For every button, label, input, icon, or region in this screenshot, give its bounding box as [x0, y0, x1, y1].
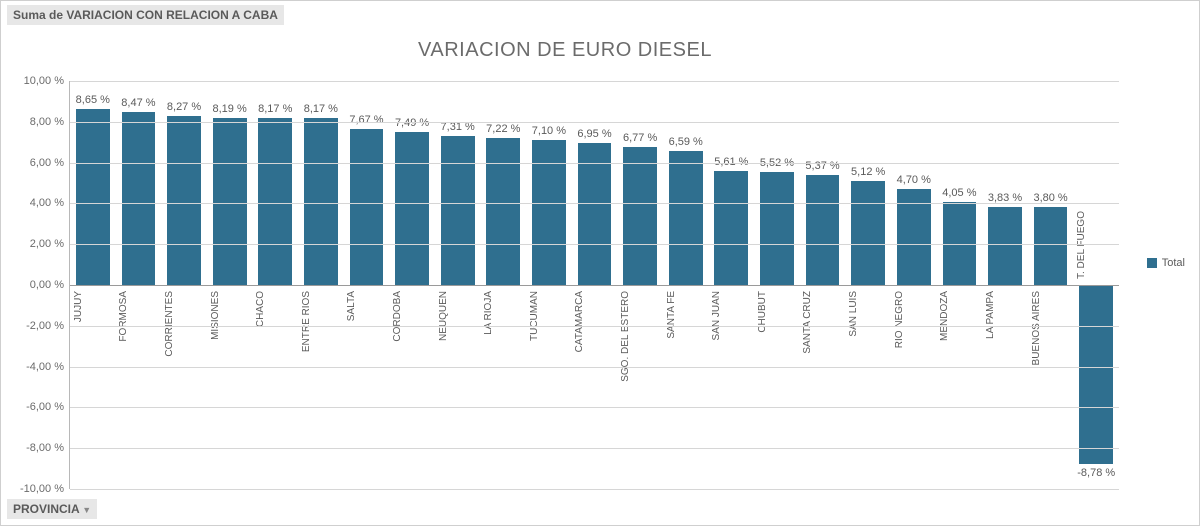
bar: [441, 136, 475, 285]
bar-value-label: 8,19 %: [213, 103, 247, 115]
category-label: SAN LUIS: [848, 291, 859, 337]
gridline: [70, 489, 1119, 490]
legend: Total: [1147, 257, 1185, 269]
y-tick-label: 4,00 %: [30, 197, 70, 209]
bar: [76, 109, 110, 285]
gridline: [70, 367, 1119, 368]
gridline: [70, 81, 1119, 82]
field-label-top: Suma de VARIACION CON RELACION A CABA: [7, 5, 284, 25]
bar-value-label: 6,59 %: [669, 136, 703, 148]
plot-area: 8,65 % JUJUY 8,47 % FORMOSA 8,27 % CORRIENTES…: [69, 81, 1119, 489]
bar-value-label: 5,12 %: [851, 166, 885, 178]
category-label: NEUQUEN: [438, 291, 449, 341]
bar: [304, 118, 338, 285]
category-label: FORMOSA: [118, 291, 129, 342]
bar: [395, 132, 429, 285]
gridline: [70, 203, 1119, 204]
bar-value-label: 6,77 %: [623, 132, 657, 144]
bar-value-label: 7,67 %: [349, 114, 383, 126]
category-label: LA RIOJA: [483, 291, 494, 335]
bar: [760, 172, 794, 285]
y-tick-label: -8,00 %: [26, 442, 70, 454]
field-label-bottom[interactable]: PROVINCIA: [7, 499, 97, 519]
bar-value-label: 8,65 %: [76, 94, 110, 106]
bar: [851, 181, 885, 285]
y-tick-label: 6,00 %: [30, 157, 70, 169]
bar: [578, 143, 612, 285]
bar: [258, 118, 292, 285]
category-label: CORRIENTES: [164, 291, 175, 357]
bar-value-label: 4,70 %: [897, 174, 931, 186]
bar-value-label: 8,27 %: [167, 101, 201, 113]
gridline: [70, 122, 1119, 123]
bar-value-label: 6,95 %: [577, 128, 611, 140]
category-label: TUCUMAN: [529, 291, 540, 341]
bar: [806, 175, 840, 285]
category-label: MENDOZA: [939, 291, 950, 341]
bar-value-label: -8,78 %: [1077, 467, 1115, 479]
category-label: CORDOBA: [392, 291, 403, 342]
category-label: SANTA CRUZ: [802, 291, 813, 354]
category-label: SANTA FE: [666, 291, 677, 339]
bar: [623, 147, 657, 285]
y-tick-label: -10,00 %: [20, 483, 70, 495]
bar: [486, 138, 520, 285]
legend-swatch: [1147, 258, 1157, 268]
bar: [1079, 285, 1113, 464]
gridline: [70, 407, 1119, 408]
bar-value-label: 8,17 %: [304, 103, 338, 115]
gridline: [70, 448, 1119, 449]
category-label: SALTA: [346, 291, 357, 321]
bar-value-label: 3,83 %: [988, 192, 1022, 204]
category-label: LA PAMPA: [985, 291, 996, 339]
bar-value-label: 7,49 %: [395, 117, 429, 129]
legend-label: Total: [1162, 257, 1185, 269]
bar: [714, 171, 748, 285]
category-label: ENTRE RIOS: [301, 291, 312, 352]
bar-value-label: 4,05 %: [942, 187, 976, 199]
bar-value-label: 7,22 %: [486, 123, 520, 135]
chart-title: VARIACION DE EURO DIESEL: [1, 39, 1129, 62]
y-tick-label: -2,00 %: [26, 320, 70, 332]
bar: [350, 129, 384, 285]
category-label: JUJUY: [73, 291, 84, 322]
y-tick-label: 2,00 %: [30, 238, 70, 250]
gridline: [70, 285, 1119, 286]
bar: [988, 207, 1022, 285]
bar-value-label: 7,10 %: [532, 125, 566, 137]
category-label: CHACO: [255, 291, 266, 327]
bar: [167, 116, 201, 285]
y-tick-label: 0,00 %: [30, 279, 70, 291]
y-tick-label: -6,00 %: [26, 401, 70, 413]
bar-value-label: 8,17 %: [258, 103, 292, 115]
bar-value-label: 8,47 %: [121, 97, 155, 109]
bar: [122, 112, 156, 285]
y-tick-label: 10,00 %: [24, 75, 70, 87]
bar: [669, 151, 703, 285]
chart-container: Suma de VARIACION CON RELACION A CABA VA…: [0, 0, 1200, 526]
gridline: [70, 326, 1119, 327]
y-tick-label: 8,00 %: [30, 116, 70, 128]
category-label: SAN JUAN: [711, 291, 722, 340]
gridline: [70, 163, 1119, 164]
bar-value-label: 5,61 %: [714, 156, 748, 168]
category-label: SGO. DEL ESTERO: [620, 291, 631, 382]
gridline: [70, 244, 1119, 245]
category-label: MISIONES: [210, 291, 221, 340]
bar: [213, 118, 247, 285]
category-label: BUENOS AIRES: [1031, 291, 1042, 365]
bar: [1034, 207, 1068, 285]
category-label: CATAMARCA: [574, 291, 585, 352]
category-label: RIO NEGRO: [894, 291, 905, 348]
y-tick-label: -4,00 %: [26, 361, 70, 373]
